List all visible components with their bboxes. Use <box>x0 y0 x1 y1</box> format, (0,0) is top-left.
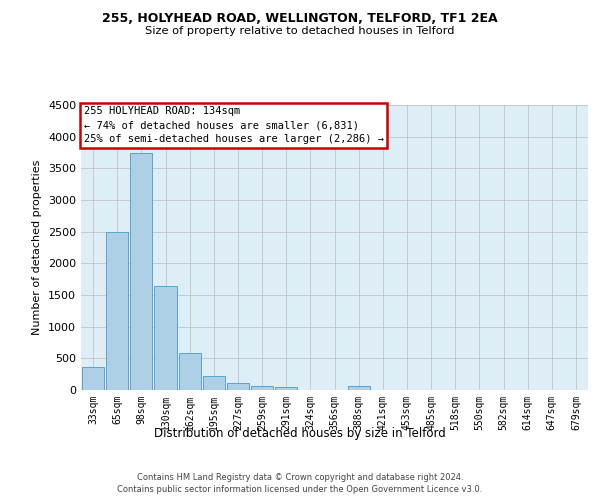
Bar <box>347 386 370 390</box>
Text: 255 HOLYHEAD ROAD: 134sqm
← 74% of detached houses are smaller (6,831)
25% of se: 255 HOLYHEAD ROAD: 134sqm ← 74% of detac… <box>83 106 383 144</box>
Text: Size of property relative to detached houses in Telford: Size of property relative to detached ho… <box>145 26 455 36</box>
Bar <box>154 286 176 390</box>
Bar <box>82 366 104 390</box>
Bar <box>130 152 152 390</box>
Bar <box>203 376 225 390</box>
Bar <box>179 352 201 390</box>
Bar <box>275 388 298 390</box>
Text: Contains public sector information licensed under the Open Government Licence v3: Contains public sector information licen… <box>118 485 482 494</box>
Bar <box>227 384 249 390</box>
Text: Distribution of detached houses by size in Telford: Distribution of detached houses by size … <box>154 428 446 440</box>
Text: 255, HOLYHEAD ROAD, WELLINGTON, TELFORD, TF1 2EA: 255, HOLYHEAD ROAD, WELLINGTON, TELFORD,… <box>102 12 498 26</box>
Text: Contains HM Land Registry data © Crown copyright and database right 2024.: Contains HM Land Registry data © Crown c… <box>137 472 463 482</box>
Y-axis label: Number of detached properties: Number of detached properties <box>32 160 43 335</box>
Bar <box>106 232 128 390</box>
Bar <box>251 386 273 390</box>
